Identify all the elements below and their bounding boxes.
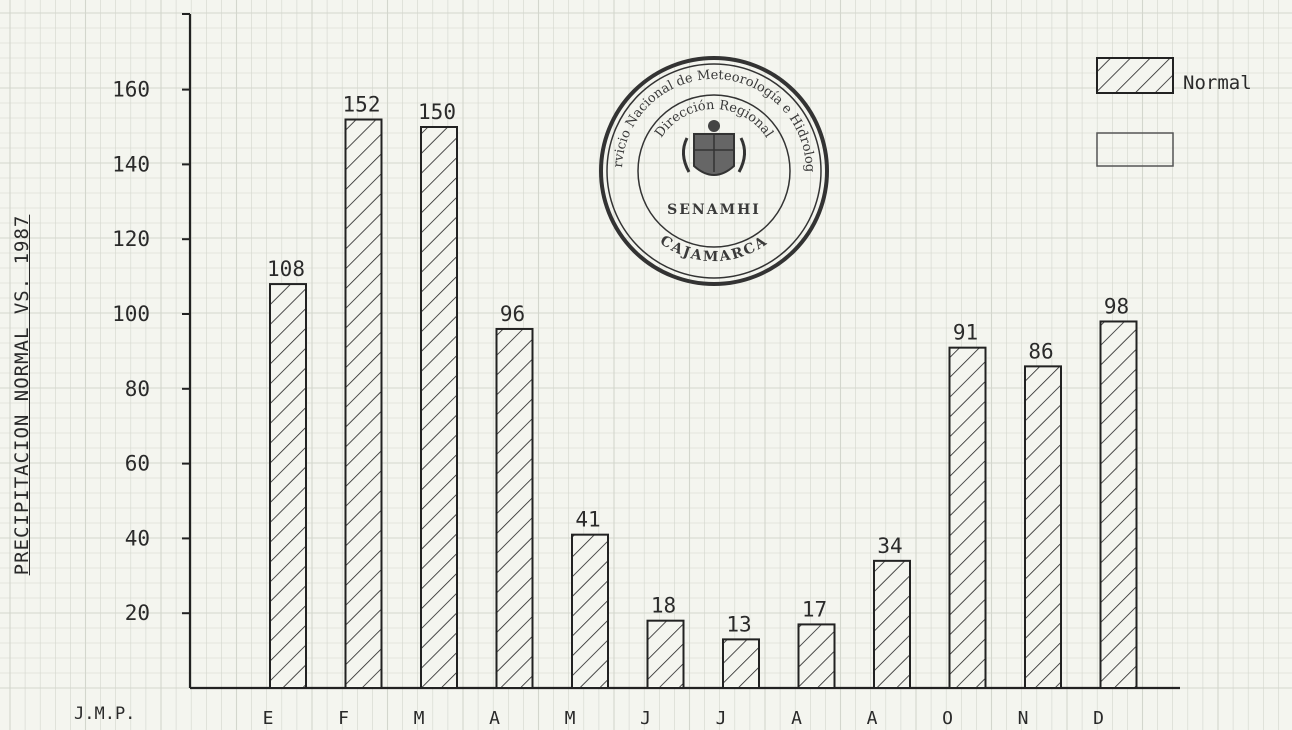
bar-6 — [722, 638, 760, 690]
data-label-1: 152 — [343, 93, 381, 117]
legend-label-normal: Normal — [1183, 72, 1252, 94]
x-tick-label-11: D — [1093, 708, 1104, 729]
y-tick-label: 80 — [125, 377, 150, 401]
bar-10 — [1024, 365, 1062, 689]
x-tick-label-2: M — [414, 708, 425, 729]
y-axis-ticks: 20 40 60 80 100 120 140 160 — [112, 78, 190, 625]
chart-bars — [269, 118, 1138, 690]
y-tick-label: 120 — [112, 227, 150, 251]
data-label-0: 108 — [267, 257, 305, 281]
x-axis-label: J.M.P. — [74, 704, 136, 724]
bar-5 — [646, 619, 685, 689]
x-tick-label-1: F — [338, 708, 349, 729]
seal-bottom-text: CAJAMARCA — [657, 233, 769, 266]
bar-1 — [344, 118, 383, 689]
bar-7 — [797, 623, 836, 689]
y-tick-label: 140 — [112, 152, 150, 176]
y-tick-label: 20 — [125, 601, 150, 625]
y-tick-label: 160 — [112, 78, 150, 102]
data-label-7: 17 — [802, 597, 827, 621]
y-tick-label: 40 — [125, 526, 150, 550]
x-tick-label-0: E — [263, 708, 274, 729]
bar-8 — [873, 559, 911, 690]
data-label-5: 18 — [651, 594, 676, 618]
data-label-2: 150 — [418, 100, 456, 124]
bar-11 — [1099, 320, 1138, 689]
data-label-3: 96 — [500, 302, 525, 326]
y-axis-label: PRECIPITACION NORMAL VS. 1987 — [11, 214, 33, 576]
data-label-6: 13 — [726, 612, 751, 636]
bar-3 — [495, 327, 534, 689]
svg-text:CAJAMARCA: CAJAMARCA — [657, 233, 771, 266]
x-tick-label-7: A — [791, 708, 802, 729]
legend-swatch-normal — [1096, 57, 1174, 94]
x-tick-label-9: O — [942, 708, 953, 729]
x-tick-label-3: A — [489, 708, 500, 729]
y-tick-label: 60 — [125, 452, 150, 476]
data-label-8: 34 — [877, 534, 902, 558]
data-label-11: 98 — [1104, 294, 1129, 318]
bar-9 — [948, 346, 987, 689]
y-tick-label: 100 — [112, 302, 150, 326]
x-tick-label-5: J — [640, 708, 651, 729]
senamhi-seal: Servicio Nacional de Meteorología e Hidr… — [597, 54, 829, 286]
data-label-9: 91 — [953, 321, 978, 345]
seal-center-text: SENAMHI — [667, 202, 761, 218]
data-label-4: 41 — [575, 508, 600, 532]
x-tick-label-4: M — [565, 708, 576, 729]
legend — [1096, 57, 1174, 167]
data-labels: 108 152 150 96 41 18 13 17 34 91 86 98 — [267, 93, 1129, 637]
legend-swatch-empty — [1096, 132, 1174, 167]
bar-2 — [420, 126, 458, 689]
bar-4 — [571, 533, 609, 689]
x-tick-label-10: N — [1018, 708, 1029, 729]
x-tick-label-8: A — [867, 708, 878, 729]
bar-0 — [269, 283, 307, 689]
coat-of-arms-icon — [682, 120, 746, 176]
data-label-10: 86 — [1028, 339, 1053, 363]
x-tick-label-6: J — [716, 708, 727, 729]
